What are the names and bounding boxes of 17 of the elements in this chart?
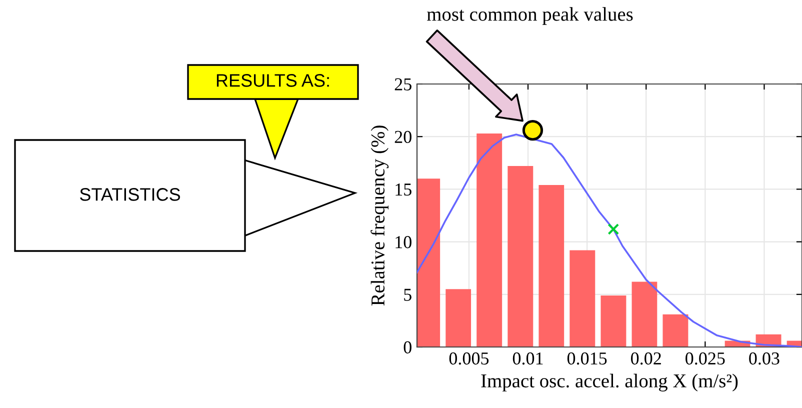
text: RESULTS AS: bbox=[216, 74, 329, 87]
y-tick-label: 5 bbox=[404, 288, 412, 301]
text: most common peak values bbox=[426, 7, 633, 25]
y-tick-label: 0 bbox=[404, 341, 412, 354]
x-tick-label: 0.025 bbox=[686, 352, 725, 365]
x-tick-label: 0.01 bbox=[512, 352, 543, 365]
x-tick-label: 0.02 bbox=[631, 352, 661, 365]
y-tick-label: 10 bbox=[396, 236, 412, 248]
x-tick-label: 0.015 bbox=[567, 352, 607, 365]
x-tick-label: 0.03 bbox=[749, 352, 780, 365]
y-tick-label: 20 bbox=[394, 130, 412, 144]
x-tick-label: 0.005 bbox=[449, 352, 489, 365]
text: STATISTICS bbox=[80, 188, 180, 201]
y-tick-label: 25 bbox=[394, 78, 412, 90]
y-tick-label: 15 bbox=[396, 184, 412, 196]
x-axis-title: Impact osc. accel. along X (m/s²) bbox=[481, 374, 738, 392]
y-axis-title: Relative frequency (%) bbox=[370, 126, 389, 306]
